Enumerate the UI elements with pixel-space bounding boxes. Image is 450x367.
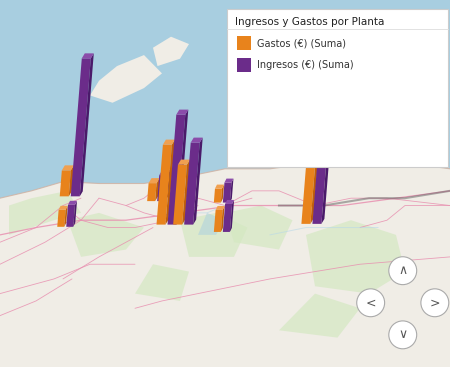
Polygon shape	[191, 138, 202, 143]
Polygon shape	[307, 151, 319, 156]
Polygon shape	[60, 170, 71, 196]
Polygon shape	[9, 191, 81, 235]
Polygon shape	[279, 294, 360, 338]
Polygon shape	[73, 201, 77, 227]
Polygon shape	[58, 206, 68, 210]
Circle shape	[421, 289, 449, 317]
Polygon shape	[64, 206, 68, 227]
Polygon shape	[135, 264, 189, 301]
Text: <: <	[365, 296, 376, 309]
FancyBboxPatch shape	[227, 9, 448, 167]
Polygon shape	[180, 213, 248, 257]
Bar	[237, 58, 251, 72]
Polygon shape	[312, 116, 330, 224]
Polygon shape	[167, 115, 185, 225]
Polygon shape	[302, 156, 316, 224]
Polygon shape	[215, 185, 224, 189]
Polygon shape	[176, 110, 188, 225]
Polygon shape	[306, 220, 405, 294]
Polygon shape	[148, 178, 160, 183]
Polygon shape	[216, 206, 225, 210]
Polygon shape	[0, 161, 450, 367]
Polygon shape	[163, 139, 175, 145]
Polygon shape	[71, 58, 91, 196]
Polygon shape	[230, 179, 234, 203]
Polygon shape	[193, 138, 202, 225]
Polygon shape	[214, 210, 223, 232]
Polygon shape	[82, 53, 94, 58]
Text: Ingresos (€) (Suma): Ingresos (€) (Suma)	[257, 60, 354, 70]
Polygon shape	[68, 213, 144, 257]
Polygon shape	[166, 139, 175, 225]
Polygon shape	[69, 166, 74, 196]
Polygon shape	[182, 160, 190, 225]
Polygon shape	[165, 170, 170, 201]
Polygon shape	[225, 206, 292, 250]
Polygon shape	[225, 179, 234, 183]
Polygon shape	[230, 200, 234, 232]
Polygon shape	[157, 145, 172, 225]
Polygon shape	[221, 185, 224, 203]
Text: Gastos (€) (Suma): Gastos (€) (Suma)	[257, 38, 346, 48]
Polygon shape	[310, 151, 319, 224]
Text: ∨: ∨	[398, 328, 407, 341]
Polygon shape	[155, 178, 160, 201]
Polygon shape	[225, 200, 234, 204]
Polygon shape	[223, 204, 232, 232]
Polygon shape	[57, 210, 66, 227]
Polygon shape	[153, 37, 189, 66]
Polygon shape	[223, 183, 231, 203]
Text: Ingresos y Gastos por Planta: Ingresos y Gastos por Planta	[235, 17, 385, 27]
Circle shape	[357, 289, 385, 317]
Polygon shape	[184, 143, 200, 225]
Polygon shape	[321, 111, 333, 224]
Circle shape	[389, 257, 417, 285]
Circle shape	[389, 321, 417, 349]
Polygon shape	[176, 110, 188, 115]
Polygon shape	[173, 165, 187, 225]
Polygon shape	[68, 201, 77, 205]
Polygon shape	[214, 189, 222, 203]
Text: >: >	[430, 296, 440, 309]
Polygon shape	[221, 206, 225, 232]
Polygon shape	[178, 160, 190, 165]
Polygon shape	[198, 213, 225, 235]
Polygon shape	[62, 166, 74, 170]
Polygon shape	[157, 175, 167, 201]
Polygon shape	[159, 170, 170, 175]
Polygon shape	[80, 53, 94, 196]
Bar	[237, 36, 251, 50]
Text: ∧: ∧	[398, 264, 407, 277]
Polygon shape	[66, 205, 75, 227]
Polygon shape	[147, 183, 157, 201]
Polygon shape	[321, 111, 333, 116]
Polygon shape	[90, 55, 162, 103]
